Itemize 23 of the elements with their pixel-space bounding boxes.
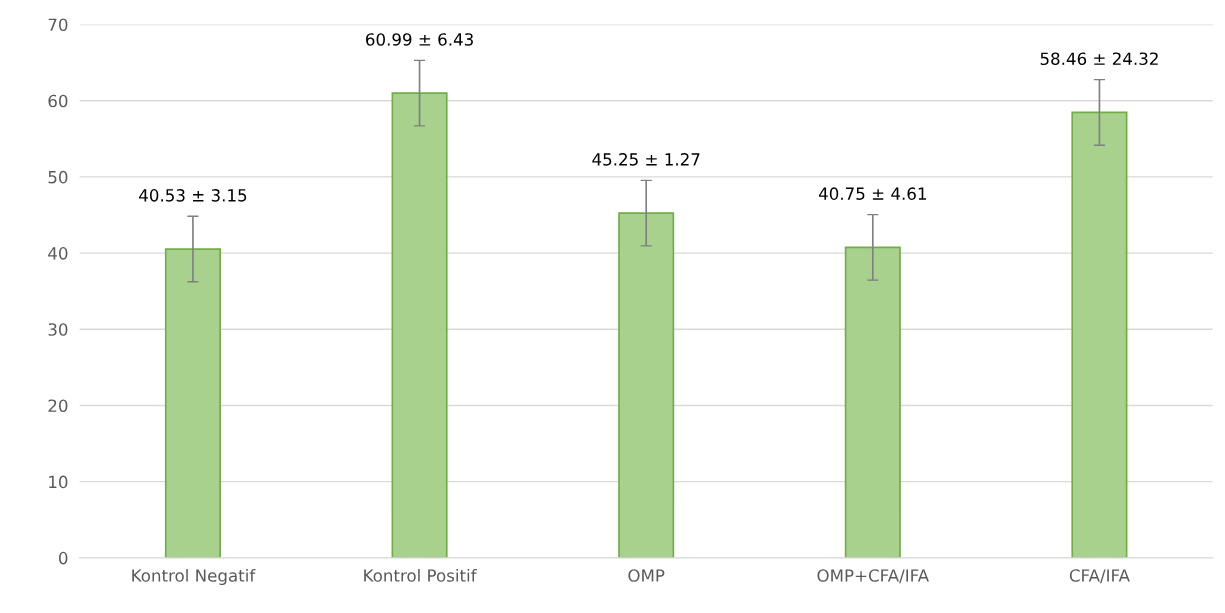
bar	[618, 212, 675, 558]
data-label: 40.53 ± 3.15	[139, 189, 247, 202]
data-label: 45.25 ± 1.27	[592, 153, 700, 166]
bar	[1071, 111, 1128, 558]
y-tick-label: 60	[48, 94, 68, 108]
y-tick-label: 10	[49, 475, 68, 489]
y-tick-label: 20	[48, 399, 68, 413]
bar	[391, 92, 448, 558]
y-tick-label: 0	[59, 551, 68, 565]
x-tick-label: OMP	[628, 569, 665, 582]
y-tick-label: 50	[48, 170, 68, 184]
data-label: 58.46 ± 24.32	[1040, 52, 1158, 66]
x-tick-label: OMP+CFA/IFA	[817, 569, 929, 584]
bar	[164, 248, 221, 558]
x-tick-label: Kontrol Negatif	[132, 568, 256, 586]
bar	[844, 246, 901, 558]
data-label: 60.99 ± 6.43	[366, 33, 473, 46]
y-tick-label: 70	[48, 18, 68, 32]
y-tick-label: 30	[48, 323, 68, 336]
data-label: 40.75 ± 4.61	[818, 187, 926, 200]
x-tick-label: Kontrol Positif	[364, 568, 477, 582]
y-tick-label: 40	[48, 247, 68, 260]
x-tick-label: CFA/IFA	[1069, 569, 1130, 584]
